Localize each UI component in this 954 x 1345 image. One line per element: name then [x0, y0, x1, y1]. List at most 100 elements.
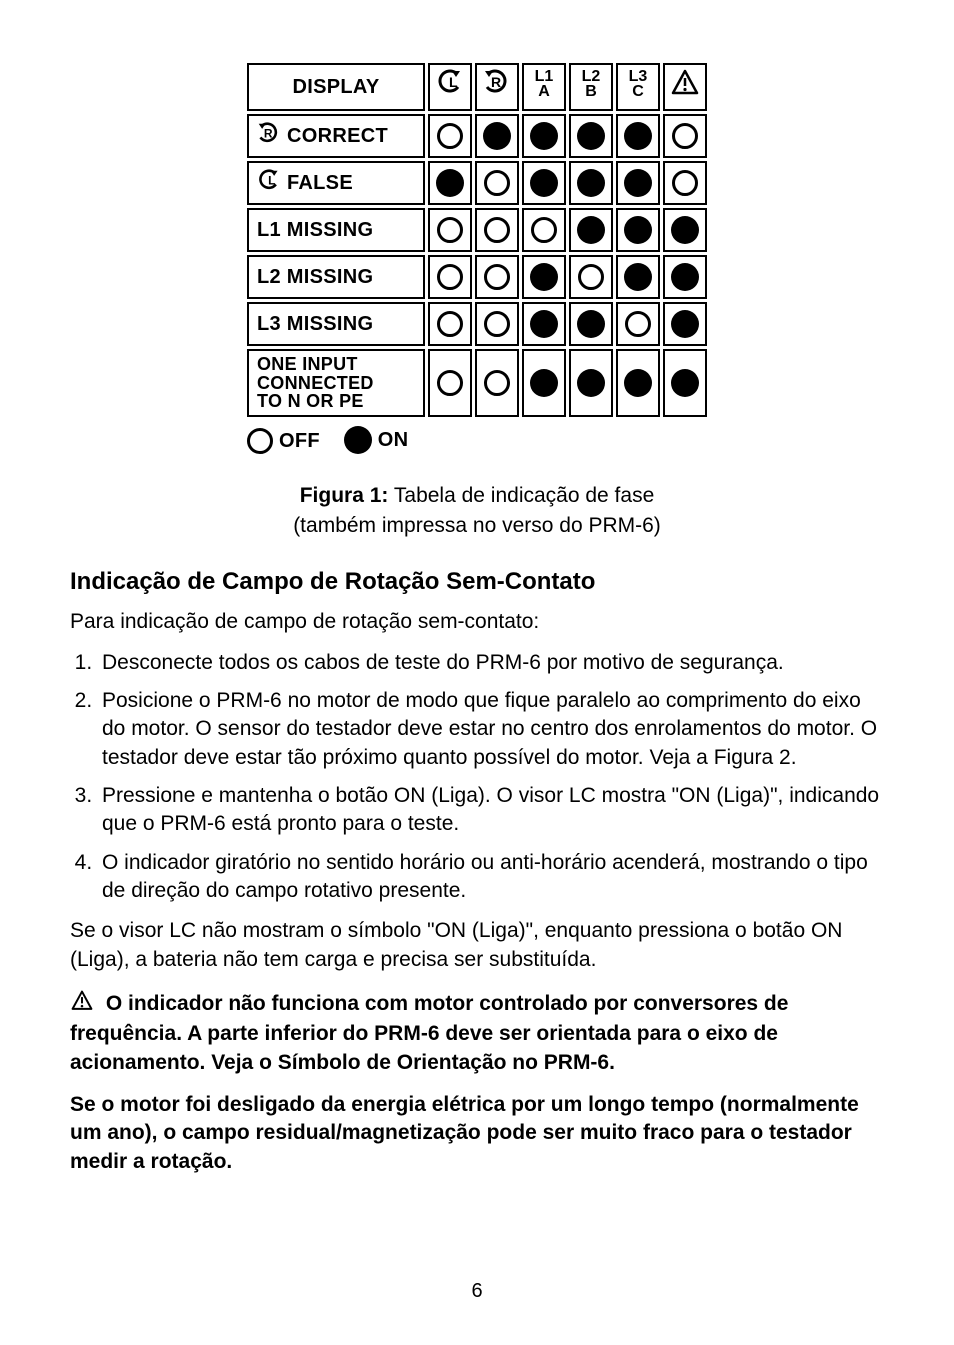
indicator-on-icon: [671, 310, 699, 338]
row-label: L1 MISSING: [247, 208, 425, 252]
indicator-cell: [475, 302, 519, 346]
indicator-on-icon: [577, 369, 605, 397]
indicator-cell: [569, 255, 613, 299]
indicator-cell: [663, 114, 707, 158]
row-label: L2 MISSING: [247, 255, 425, 299]
indicator-cell: [663, 349, 707, 417]
indicator-cell: [475, 114, 519, 158]
indicator-off-icon: [625, 311, 651, 337]
indicator-on-icon: [624, 369, 652, 397]
indicator-cell: [522, 255, 566, 299]
step-item: O indicador giratório no sentido horário…: [98, 849, 884, 906]
indicator-off-icon: [484, 370, 510, 396]
indicator-cell: [428, 161, 472, 205]
step-item: Desconecte todos os cabos de teste do PR…: [98, 649, 884, 677]
indicator-off-icon: [437, 370, 463, 396]
steps-list: Desconecte todos os cabos de teste do PR…: [98, 649, 884, 906]
step-item: Pressione e mantenha o botão ON (Liga). …: [98, 782, 884, 839]
section-heading: Indicação de Campo de Rotação Sem-Contat…: [70, 566, 884, 598]
intro-text: Para indicação de campo de rotação sem-c…: [70, 608, 884, 636]
indicator-cell: [475, 349, 519, 417]
row-label: ONE INPUTCONNECTEDTO N OR PE: [247, 349, 425, 417]
indicator-cell: [616, 302, 660, 346]
indicator-cell: [569, 302, 613, 346]
indicator-off-icon: [484, 170, 510, 196]
ccw-icon: [257, 169, 281, 198]
indicator-on-icon: [530, 169, 558, 197]
header-l1: L1A: [522, 63, 566, 111]
indicator-on-icon: [671, 263, 699, 291]
indicator-cell: [522, 302, 566, 346]
header-ccw-icon: [428, 63, 472, 111]
header-l3: L3C: [616, 63, 660, 111]
indicator-cell: [663, 302, 707, 346]
header-display: DISPLAY: [247, 63, 425, 111]
indicator-cell: [428, 302, 472, 346]
indicator-on-icon: [577, 310, 605, 338]
indicator-off-icon: [437, 217, 463, 243]
indicator-cell: [522, 208, 566, 252]
warning-block: O indicador não funciona com motor contr…: [70, 990, 884, 1077]
indicator-on-icon: [483, 122, 511, 150]
indicator-cell: [428, 255, 472, 299]
indicator-on-icon: [530, 310, 558, 338]
row-label: L3 MISSING: [247, 302, 425, 346]
indicator-on-icon: [624, 169, 652, 197]
indicator-cell: [475, 161, 519, 205]
indicator-cell: [475, 255, 519, 299]
indicator-cell: [428, 208, 472, 252]
indicator-off-icon: [437, 311, 463, 337]
indicator-off-icon: [672, 123, 698, 149]
header-warning-icon: [663, 63, 707, 111]
indicator-on-icon: [624, 122, 652, 150]
header-cw-icon: [475, 63, 519, 111]
indicator-off-icon: [484, 217, 510, 243]
indicator-on-icon: [436, 169, 464, 197]
indicator-on-icon: [577, 216, 605, 244]
indicator-cell: [522, 161, 566, 205]
after-steps-text: Se o visor LC não mostram o símbolo "ON …: [70, 917, 884, 974]
indicator-on-icon: [530, 122, 558, 150]
indicator-cell: [663, 208, 707, 252]
header-l2: L2B: [569, 63, 613, 111]
indicator-cell: [616, 114, 660, 158]
indicator-cell: [569, 161, 613, 205]
indicator-on-icon: [624, 216, 652, 244]
indicator-on-icon: [530, 263, 558, 291]
indicator-on-icon: [624, 263, 652, 291]
page-number: 6: [0, 1278, 954, 1305]
indicator-off-icon: [437, 123, 463, 149]
indicator-cell: [428, 349, 472, 417]
indicator-on-icon: [671, 216, 699, 244]
indicator-cell: [663, 161, 707, 205]
indicator-cell: [522, 114, 566, 158]
indicator-cell: [616, 255, 660, 299]
indicator-off-icon: [484, 311, 510, 337]
indicator-cell: [616, 349, 660, 417]
step-item: Posicione o PRM-6 no motor de modo que f…: [98, 687, 884, 772]
indicator-cell: [663, 255, 707, 299]
row-label: FALSE: [247, 161, 425, 205]
indicator-cell: [569, 208, 613, 252]
indicator-cell: [428, 114, 472, 158]
legend: OFF ON: [247, 420, 707, 464]
cw-icon: [257, 122, 281, 151]
indicator-off-icon: [531, 217, 557, 243]
indicator-off-icon: [672, 170, 698, 196]
indicator-cell: [522, 349, 566, 417]
indicator-cell: [475, 208, 519, 252]
indicator-off-icon: [578, 264, 604, 290]
row-label: CORRECT: [247, 114, 425, 158]
bold-note: Se o motor foi desligado da energia elét…: [70, 1091, 884, 1176]
indicator-cell: [616, 208, 660, 252]
phase-indication-table: DISPLAY L1A L2B L3C CORRECTFALSEL1 MISSI…: [70, 60, 884, 467]
indicator-off-icon: [437, 264, 463, 290]
indicator-cell: [569, 349, 613, 417]
indicator-off-icon: [484, 264, 510, 290]
figure-caption: Figura 1: Tabela de indicação de fase (t…: [70, 481, 884, 542]
indicator-on-icon: [530, 369, 558, 397]
warning-icon: [70, 990, 94, 1020]
indicator-on-icon: [671, 369, 699, 397]
indicator-cell: [616, 161, 660, 205]
indicator-on-icon: [577, 169, 605, 197]
